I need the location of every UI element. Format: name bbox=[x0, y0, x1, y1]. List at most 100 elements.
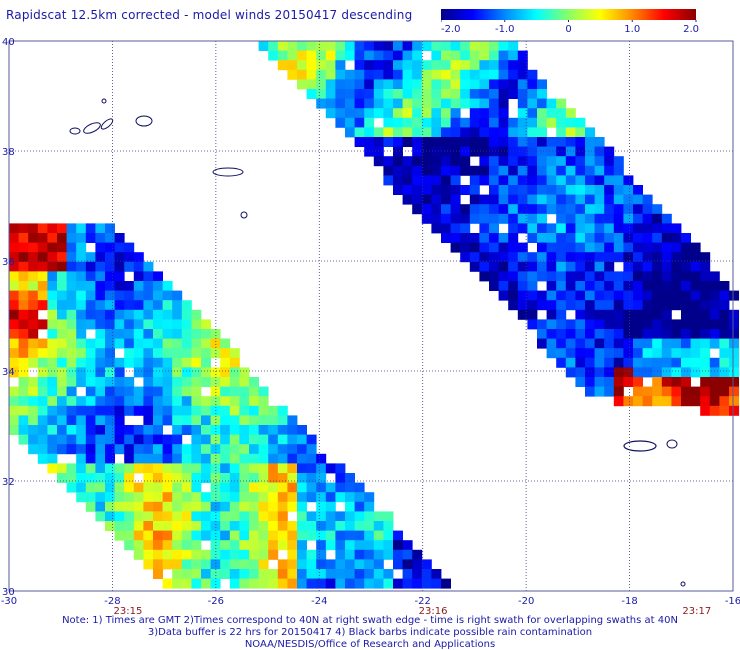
swath-cell bbox=[661, 338, 672, 349]
swath-cell bbox=[690, 396, 701, 407]
swath-cell bbox=[517, 309, 528, 320]
swath-cell bbox=[229, 549, 240, 560]
swath-cell bbox=[66, 242, 77, 253]
swath-cell bbox=[527, 137, 538, 147]
swath-cell bbox=[575, 281, 586, 291]
swath-cell bbox=[393, 117, 403, 128]
swath-cell bbox=[66, 223, 77, 234]
swath-cell bbox=[66, 252, 77, 263]
swath-cell bbox=[153, 501, 163, 512]
swath-cell bbox=[373, 89, 384, 99]
swath-cell bbox=[229, 386, 240, 397]
swath-cell bbox=[153, 434, 163, 445]
swath-cell bbox=[76, 396, 87, 407]
swath-cell bbox=[181, 453, 192, 464]
swath-cell bbox=[537, 137, 547, 147]
swath-cell bbox=[383, 117, 394, 128]
swath-cell bbox=[642, 261, 653, 272]
swath-cell bbox=[565, 329, 576, 339]
swath-cell bbox=[335, 41, 346, 51]
swath-cell bbox=[239, 521, 250, 531]
swath-cell bbox=[95, 405, 106, 416]
swath-cell bbox=[642, 281, 653, 291]
swath-cell bbox=[66, 338, 77, 349]
swath-cell bbox=[498, 89, 509, 99]
swath-cell bbox=[594, 252, 605, 263]
swath-cell bbox=[383, 60, 394, 71]
swath-cell bbox=[671, 348, 682, 359]
swath-cell bbox=[498, 79, 509, 90]
swath-cell bbox=[537, 204, 547, 215]
swath-cell bbox=[431, 69, 442, 80]
swath-cell bbox=[556, 127, 567, 138]
swath-cell bbox=[527, 69, 538, 80]
swath-cell bbox=[364, 50, 375, 61]
swath-cell bbox=[709, 319, 720, 330]
swath-cell bbox=[642, 329, 653, 339]
swath-cell bbox=[95, 338, 106, 349]
swath-cell bbox=[172, 367, 183, 378]
swath-cell bbox=[661, 377, 672, 387]
swath-cell bbox=[537, 252, 547, 263]
swath-cell bbox=[325, 492, 336, 503]
swath-cell bbox=[508, 204, 519, 215]
swath-cell bbox=[287, 521, 298, 531]
swath-cell bbox=[66, 396, 77, 407]
swath-cell bbox=[191, 530, 202, 541]
swath-cell bbox=[249, 501, 259, 512]
swath-cell bbox=[172, 300, 183, 311]
swath-cell bbox=[201, 357, 211, 368]
swath-cell bbox=[258, 549, 269, 560]
swath-cell bbox=[556, 242, 567, 253]
swath-cell bbox=[527, 290, 538, 301]
swath-cell bbox=[249, 377, 259, 387]
swath-cell bbox=[450, 127, 461, 138]
swath-cell bbox=[412, 165, 423, 176]
swath-cell bbox=[556, 185, 567, 195]
swath-cell bbox=[642, 396, 653, 407]
swath-cell bbox=[383, 578, 394, 589]
swath-cell bbox=[729, 329, 739, 339]
swath-cell bbox=[527, 108, 538, 119]
swath-cell bbox=[393, 578, 403, 589]
swath-cell bbox=[604, 223, 615, 234]
swath-cell bbox=[489, 223, 499, 234]
swath-cell bbox=[354, 511, 365, 522]
swath-cell bbox=[613, 377, 624, 387]
swath-cell bbox=[37, 281, 48, 291]
swath-cell bbox=[633, 252, 643, 263]
swath-cell bbox=[153, 396, 163, 407]
swath-cell bbox=[114, 482, 125, 493]
swath-cell bbox=[181, 444, 192, 455]
swath-cell bbox=[364, 569, 375, 579]
swath-cell bbox=[229, 482, 240, 493]
swath-cell bbox=[460, 252, 471, 263]
swath-cell bbox=[441, 194, 451, 205]
swath-cell bbox=[565, 357, 576, 368]
swath-cell bbox=[364, 137, 375, 147]
swath-cell bbox=[373, 69, 384, 80]
swath-cell bbox=[28, 396, 39, 407]
swath-cell bbox=[652, 233, 663, 243]
swath-cell bbox=[450, 165, 461, 176]
swath-cell bbox=[642, 357, 653, 368]
swath-cell bbox=[9, 425, 19, 435]
swath-cell bbox=[95, 511, 106, 522]
swath-cell bbox=[229, 521, 240, 531]
swath-cell bbox=[431, 137, 442, 147]
swath-cell bbox=[441, 50, 451, 61]
swath-cell bbox=[316, 559, 327, 570]
swath-cell bbox=[517, 127, 528, 138]
swath-cell bbox=[191, 569, 202, 579]
swath-cell bbox=[633, 300, 643, 311]
swath-cell bbox=[594, 185, 605, 195]
swath-cell bbox=[85, 463, 96, 474]
swath-cell bbox=[277, 501, 288, 512]
longitude-tick-label: -20 bbox=[518, 596, 534, 607]
swath-cell bbox=[85, 300, 96, 311]
swath-cell bbox=[421, 89, 432, 99]
swath-cell bbox=[479, 89, 490, 99]
swath-cell bbox=[316, 501, 327, 512]
swath-cell bbox=[402, 549, 413, 560]
swath-cell bbox=[124, 463, 135, 474]
